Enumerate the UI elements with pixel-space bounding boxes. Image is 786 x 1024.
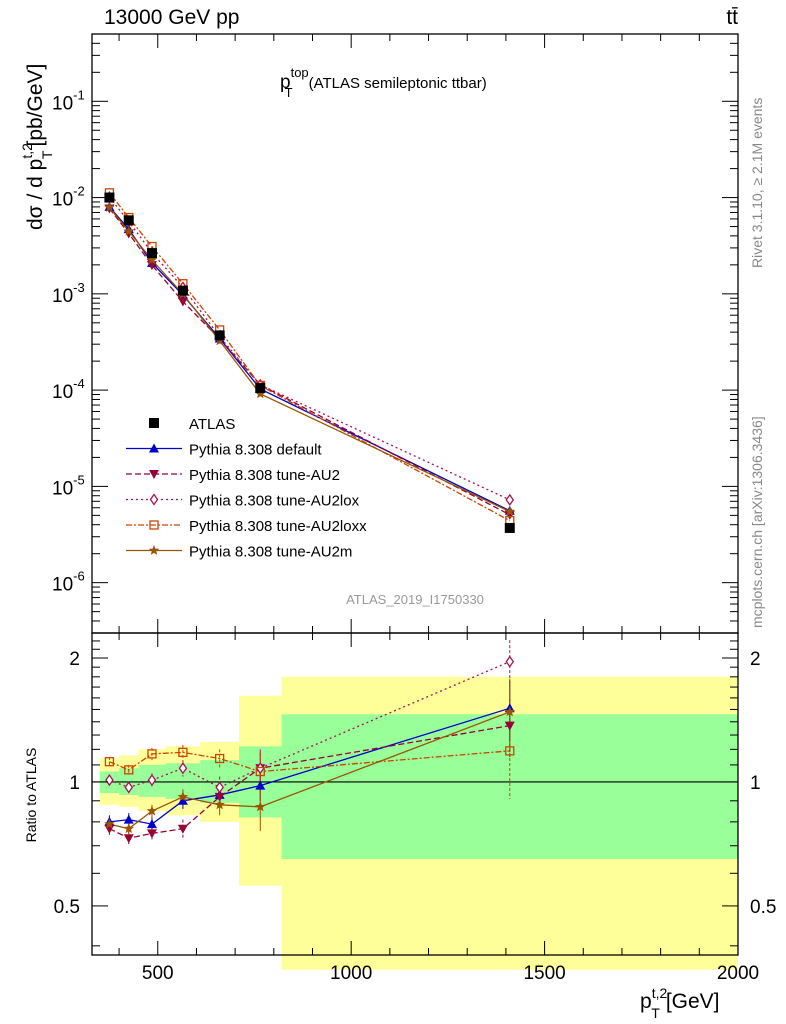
series-point-ratio-0-2 (146, 819, 157, 829)
legend-label-5: Pythia 8.308 tune-AU2m (189, 544, 352, 561)
ratio-tick-label-right-1: 1 (750, 773, 761, 794)
watermark: ATLAS_2019_I1750330 (346, 592, 484, 607)
series-point-ratio-0-3 (177, 795, 188, 805)
legend-marker-5 (148, 545, 160, 555)
x-axis-label: pt,2 T [GeV] (640, 985, 720, 1021)
ratio-tick-label-2: 2 (69, 649, 80, 670)
series-point-ratio-2-3 (178, 762, 188, 775)
series-point-ratio-2-1 (124, 781, 134, 794)
ratio-tick-label-right-2: 2 (750, 649, 761, 670)
energy-label: 13000 GeV pp (104, 6, 239, 29)
data-point-6 (504, 522, 515, 533)
series-point-ratio-1-6 (504, 721, 515, 731)
legend-marker-2 (149, 470, 159, 479)
series-point-ratio-1-4 (214, 792, 225, 802)
series-point-ratio-4-4 (214, 799, 225, 810)
ratio-uncertainty-bands (99, 676, 738, 970)
ratio-tick-label-1: 1 (69, 773, 80, 794)
series-point-ratio-3-5 (255, 766, 265, 777)
series-point-ratio-3-1 (124, 765, 134, 775)
series-line-main-4 (108, 207, 511, 513)
series-point-ratio-4-1 (123, 823, 134, 834)
series-point-ratio-1-2 (146, 829, 157, 839)
series-point-ratio-0-1 (123, 814, 134, 824)
series-point-ratio-2-4 (215, 781, 224, 794)
legend: ATLAS Pythia 8.308 default Pythia 8.308 tu… (126, 416, 367, 561)
data-point-5 (255, 383, 266, 394)
data-point-0 (104, 192, 115, 203)
y-tick-label-1: 10-5 (52, 472, 85, 499)
data-point-3 (177, 285, 188, 296)
legend-label-2: Pythia 8.308 tune-AU2 (189, 467, 340, 484)
series-point-ratio-3-6 (505, 746, 515, 756)
y-axis-label: dσ / d pt,2 T[pb/GeV] (19, 64, 55, 230)
series-point-ratio-2-2 (147, 774, 157, 787)
ratio-panel-frame (91, 632, 739, 956)
series-point-ratio-2-0 (105, 774, 114, 787)
ratio-tick-label-right-0.5: 0.5 (750, 897, 776, 918)
series-point-ratio-4-0 (104, 818, 115, 829)
series-point-ratio-3-0 (104, 757, 115, 767)
x-tick-label-2000: 2000 (717, 963, 759, 984)
x-tick-label-1000: 1000 (330, 963, 372, 984)
series-line-main-0 (108, 206, 511, 512)
series-point-ratio-3-4 (215, 753, 225, 764)
plot-title: ptop T(ATLAS semileptonic ttbar) (280, 65, 487, 100)
legend-label-3: Pythia 8.308 tune-AU2lox (189, 493, 360, 510)
data-point-4 (214, 330, 225, 341)
x-tick-label-500: 500 (142, 963, 174, 984)
legend-marker-data (149, 418, 159, 428)
series-point-main-4-6 (504, 506, 515, 516)
legend-label-4: Pythia 8.308 tune-AU2loxx (189, 518, 367, 535)
mcplots-label: mcplots.cern.ch [arXiv:1306.3436] (749, 416, 765, 628)
ratio-tick-label-0.5: 0.5 (54, 897, 80, 918)
series-point-main-1-3 (177, 297, 188, 307)
y-tick-label-5: 10-1 (52, 87, 85, 114)
data-point-1 (123, 215, 134, 226)
series-point-ratio-4-3 (177, 791, 189, 802)
process-label: tt̄ (726, 6, 738, 29)
y-tick-label-4: 10-2 (52, 184, 85, 211)
series-point-main-2-6 (505, 493, 515, 506)
series-point-ratio-2-5 (255, 762, 265, 775)
legend-marker-4 (149, 520, 159, 530)
rivet-label: Rivet 3.1.10, ≥ 2.1M events (749, 98, 765, 268)
series-point-ratio-1-1 (123, 834, 134, 844)
y-tick-label-0: 10-6 (52, 569, 85, 596)
series-point-main-4-5 (255, 388, 266, 399)
series-point-ratio-4-2 (146, 805, 158, 816)
series-point-ratio-3-3 (178, 747, 188, 758)
series-point-ratio-4-6 (504, 706, 515, 717)
series-point-main-4-0 (104, 201, 115, 212)
y-tick-label-3: 10-3 (52, 280, 85, 307)
series-point-ratio-0-5 (255, 780, 266, 790)
series-point-ratio-3-2 (147, 749, 157, 759)
x-tick-label-1500: 1500 (523, 963, 565, 984)
series-point-main-4-1 (123, 225, 134, 236)
legend-label-1: Pythia 8.308 default (189, 442, 322, 459)
legend-marker-1 (149, 443, 159, 453)
series-point-ratio-2-6 (505, 655, 515, 668)
legend-marker-3 (149, 493, 159, 506)
legend-label-0: ATLAS (189, 416, 235, 433)
series-point-ratio-4-5 (255, 801, 266, 812)
y-tick-label-2: 10-4 (52, 376, 85, 403)
series-point-ratio-1-3 (177, 824, 188, 834)
series-point-main-4-2 (146, 254, 158, 265)
ratio-axis-label: Ratio to ATLAS (23, 748, 39, 843)
data-point-2 (146, 248, 157, 259)
